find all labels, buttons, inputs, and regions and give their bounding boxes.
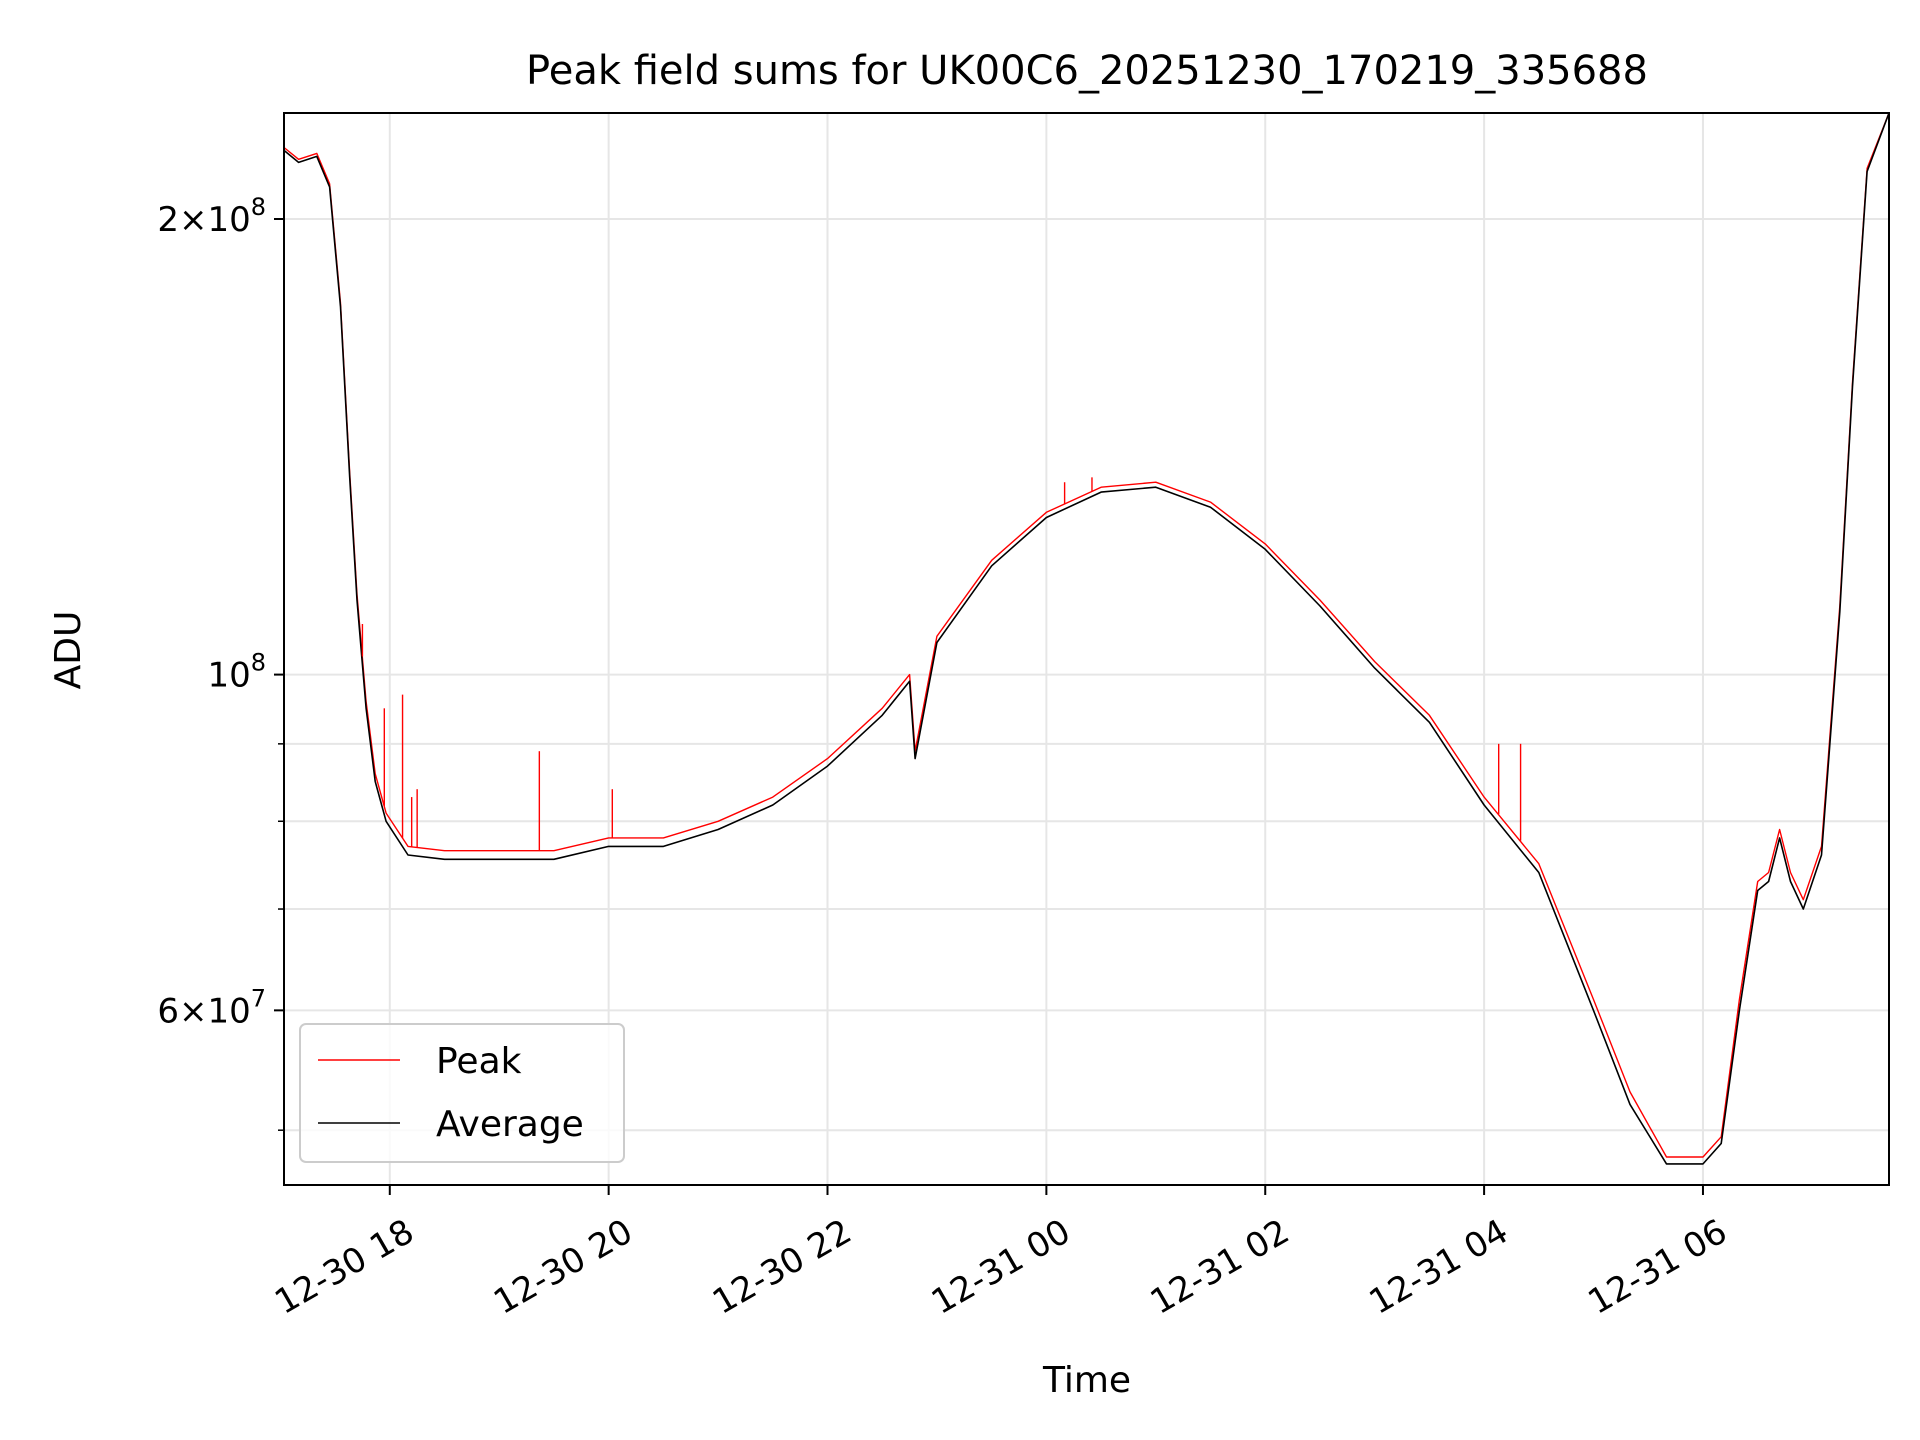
legend: Peak Average xyxy=(299,1023,625,1163)
legend-box xyxy=(299,1023,625,1163)
legend-peak-label: Peak xyxy=(436,1041,522,1082)
series-layer xyxy=(283,112,1890,1165)
y-tick-label: 6×107 xyxy=(157,984,266,1031)
y-axis-label: ADU xyxy=(48,611,89,690)
chart-title: Peak field sums for UK00C6_20251230_1702… xyxy=(526,48,1648,94)
series-line-average xyxy=(283,112,1890,1165)
series-line-peak xyxy=(283,112,1890,1158)
x-axis-label: Time xyxy=(1042,1360,1131,1401)
y-tick-label: 108 xyxy=(207,649,266,696)
legend-average-label: Average xyxy=(436,1104,584,1145)
grid xyxy=(284,113,1889,1185)
plot-frame xyxy=(283,112,1890,1186)
y-axis: 6×107 108 2×108 xyxy=(157,193,284,1131)
y-tick-label: 2×108 xyxy=(157,193,266,240)
